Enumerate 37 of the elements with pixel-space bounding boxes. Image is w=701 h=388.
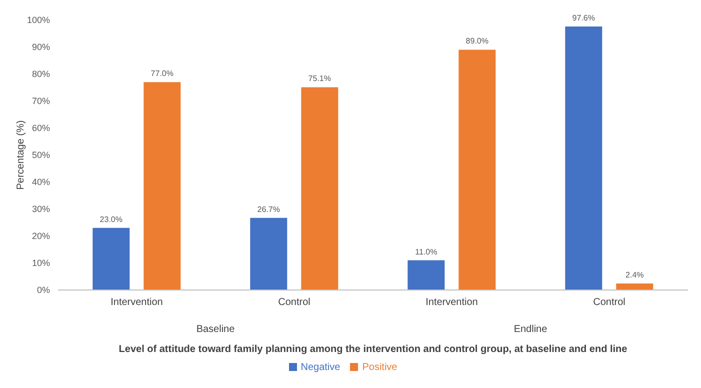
bar [616,284,654,290]
text: Baseline [195,324,236,335]
y-tick-label: 100% [26,15,50,26]
bar [565,26,602,290]
data-label: 2.4% [626,270,644,280]
legend-label: Negative [300,362,340,373]
data-label: 89.0% [466,36,488,46]
y-tick-label: 90% [32,42,50,52]
text: Endline [512,324,548,335]
bar [458,50,496,290]
y-tick-label: 0% [36,285,50,296]
bar [144,82,181,290]
bar [408,260,445,290]
data-label: 23.0% [100,214,122,224]
x-tick-label: Intervention [110,297,163,308]
bar [301,87,338,290]
x-tick-label: Control [593,297,626,308]
y-tick-label: 50% [32,150,50,160]
data-label: 11.0% [415,247,438,256]
data-label: 97.6% [572,13,595,22]
y-tick-label: 80% [32,69,50,80]
data-label: 77.0% [150,69,174,78]
y-tick-label: 70% [32,96,50,106]
x-axis-title: Level of attitude toward family planning among the intervention and control group, at baseline and end line [118,344,628,355]
legend-label: Positive [362,362,398,373]
bar [92,228,130,290]
bar [250,218,288,290]
y-tick-label: 10% [32,258,50,268]
y-tick-label: 40% [32,177,50,188]
y-tick-label: 30% [32,204,50,214]
y-axis-title: Percentage (%) [16,120,27,190]
y-tick-label: 60% [32,123,50,134]
x-tick-label: Control [278,297,310,308]
x-tick-label: Intervention [426,297,478,308]
data-label: 75.1% [308,74,331,84]
data-label: 26.7% [257,204,280,214]
y-tick-label: 20% [32,231,50,242]
